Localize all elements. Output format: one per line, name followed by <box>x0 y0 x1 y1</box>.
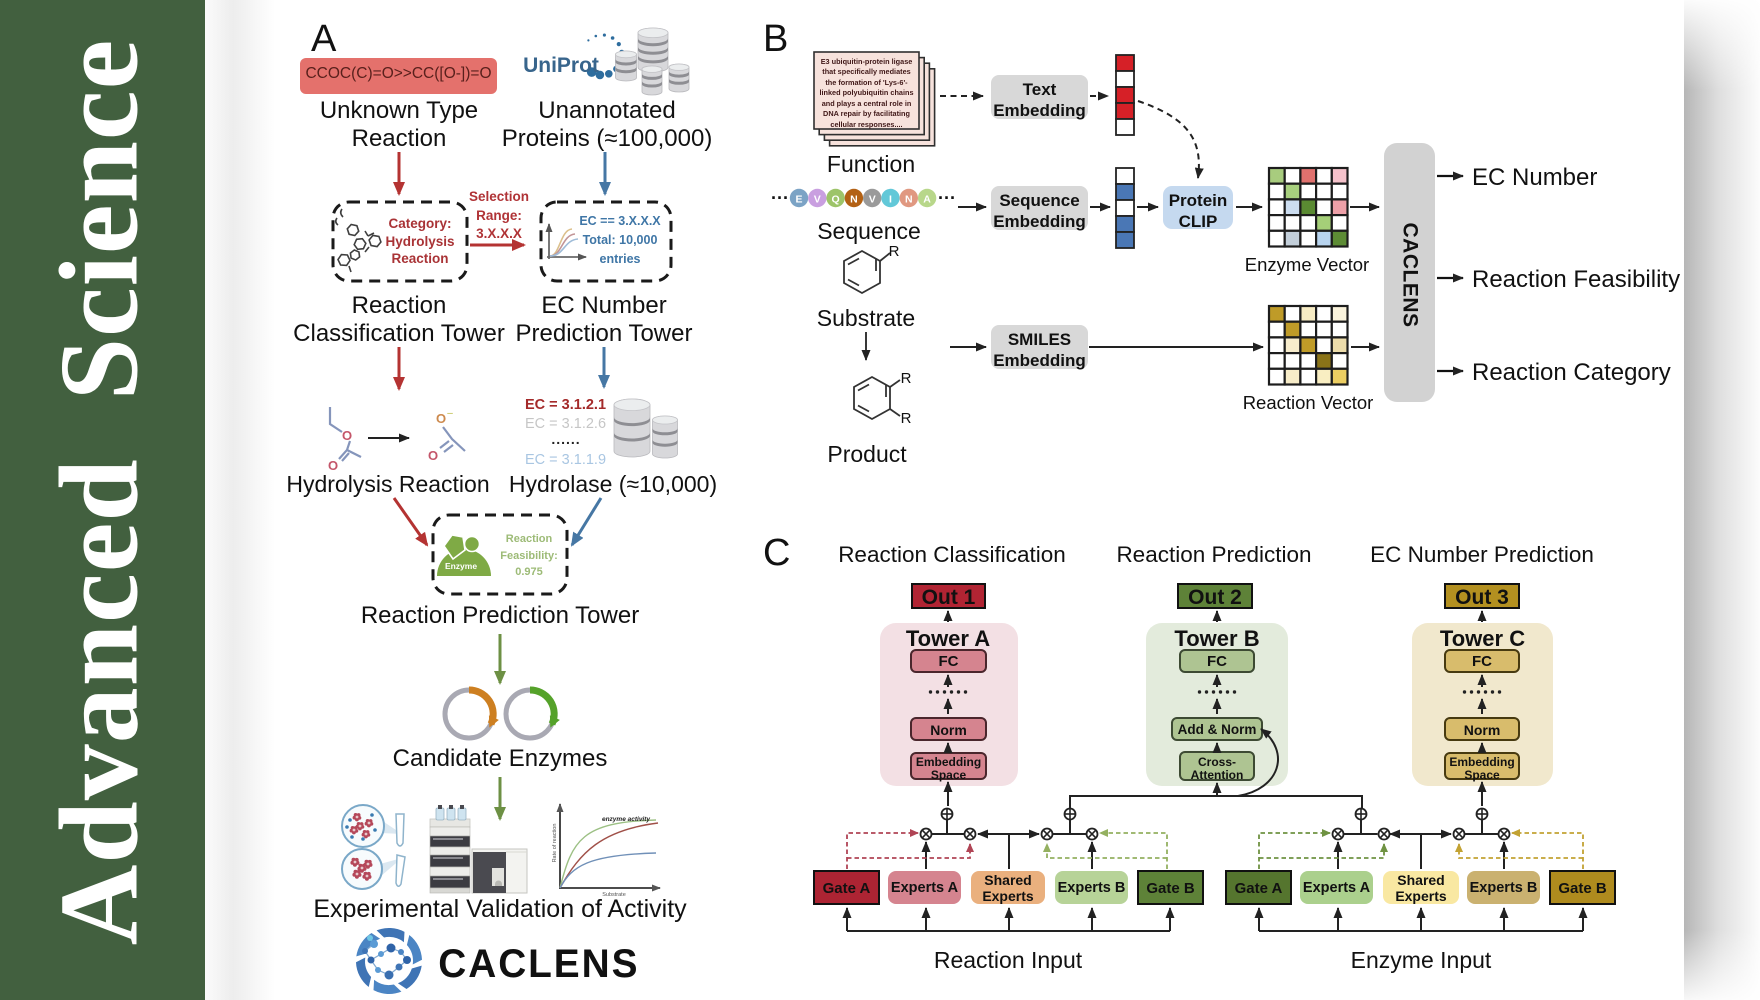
svg-text:N: N <box>905 194 913 206</box>
svg-text:E: E <box>795 194 802 206</box>
svg-text:O: O <box>428 448 438 463</box>
svg-text:Substrate: Substrate <box>602 892 626 898</box>
svg-text:V: V <box>814 194 821 206</box>
svg-text:O: O <box>436 411 446 426</box>
svg-text:O: O <box>342 428 352 443</box>
svg-text:O: O <box>328 458 338 473</box>
svg-text:N: N <box>850 194 858 206</box>
svg-text:Rate of reaction: Rate of reaction <box>552 824 558 863</box>
svg-text:I: I <box>889 194 892 206</box>
svg-text:A: A <box>923 194 931 206</box>
svg-text:Q: Q <box>832 194 840 206</box>
svg-text:V: V <box>869 194 876 206</box>
svg-text:enzyme activity: enzyme activity <box>602 816 650 823</box>
svg-text:–: – <box>447 408 453 419</box>
